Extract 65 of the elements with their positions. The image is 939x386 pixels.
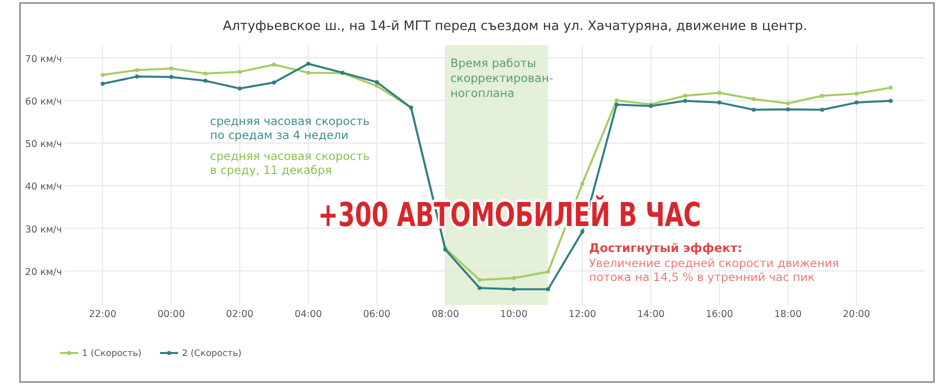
point (717, 100, 722, 105)
point (272, 80, 276, 85)
point (614, 102, 619, 107)
point (238, 70, 242, 74)
x-tick-label: 22:00 (88, 309, 116, 320)
y-tick-label: 60 км/ч (25, 96, 62, 108)
y-tick-label: 50 км/ч (25, 139, 62, 150)
point (478, 278, 482, 282)
x-tick-label: 02:00 (226, 309, 254, 320)
point (272, 62, 276, 67)
annotation: средняя часовая скорость в среду, 11 декабря (210, 149, 370, 177)
point (888, 98, 893, 103)
point (512, 287, 516, 292)
point (478, 286, 482, 290)
point (888, 86, 893, 90)
x-tick-label: 16:00 (706, 309, 734, 320)
point (683, 98, 688, 103)
x-tick-label: 12:00 (568, 309, 596, 320)
point (169, 66, 174, 70)
x-tick-label: 14:00 (637, 309, 665, 320)
point (820, 94, 824, 98)
legend-label: 1 (Скорость) (82, 349, 142, 359)
point (306, 62, 310, 66)
point (786, 101, 790, 106)
x-tick-label: 04:00 (294, 309, 322, 320)
point (854, 92, 858, 96)
x-tick-label: 06:00 (363, 309, 390, 320)
x-tick-label: 00:00 (158, 309, 185, 320)
point (717, 90, 722, 95)
point (374, 80, 379, 84)
point (238, 86, 242, 90)
y-tick-label: 30 км/ч (25, 224, 62, 236)
point (752, 97, 756, 102)
annotation: средняя часовая скорость по средам за 4 недели (210, 114, 370, 142)
point (512, 276, 516, 280)
point (546, 287, 550, 292)
point (786, 107, 790, 112)
point (374, 84, 379, 88)
annotation: Достигнутый эффект: (589, 241, 742, 255)
point (100, 82, 105, 86)
point (614, 98, 619, 102)
point (683, 94, 688, 98)
point (820, 108, 824, 112)
x-tick-label: 18:00 (774, 309, 802, 320)
x-tick-label: 10:00 (500, 309, 528, 320)
annotation: Увеличение средней скорости движения потока на 14,5 % в утренний час пик (589, 256, 839, 284)
point (134, 74, 139, 79)
y-tick-label: 40 км/ч (25, 182, 62, 193)
point (752, 108, 756, 112)
point (203, 78, 208, 83)
point (546, 270, 550, 274)
point (854, 100, 858, 105)
legend-label: 2 (Скорость) (182, 349, 242, 359)
x-tick-label: 08:00 (432, 309, 460, 320)
point (169, 74, 174, 79)
point (100, 72, 105, 77)
point (134, 68, 139, 72)
y-tick-label: 70 км/ч (25, 54, 62, 65)
chart-title: Алтуфьевское ш., на 14-й МГТ перед съездом на ул. Хачатуряна, движение в центр. (222, 19, 808, 34)
band-label: Время работы скорректирован- ногоплана (450, 56, 554, 100)
point (580, 182, 584, 186)
point (306, 70, 310, 75)
point (203, 72, 208, 76)
x-tick-label: 20:00 (842, 309, 870, 320)
y-tick-label: 20 км/ч (25, 266, 62, 278)
